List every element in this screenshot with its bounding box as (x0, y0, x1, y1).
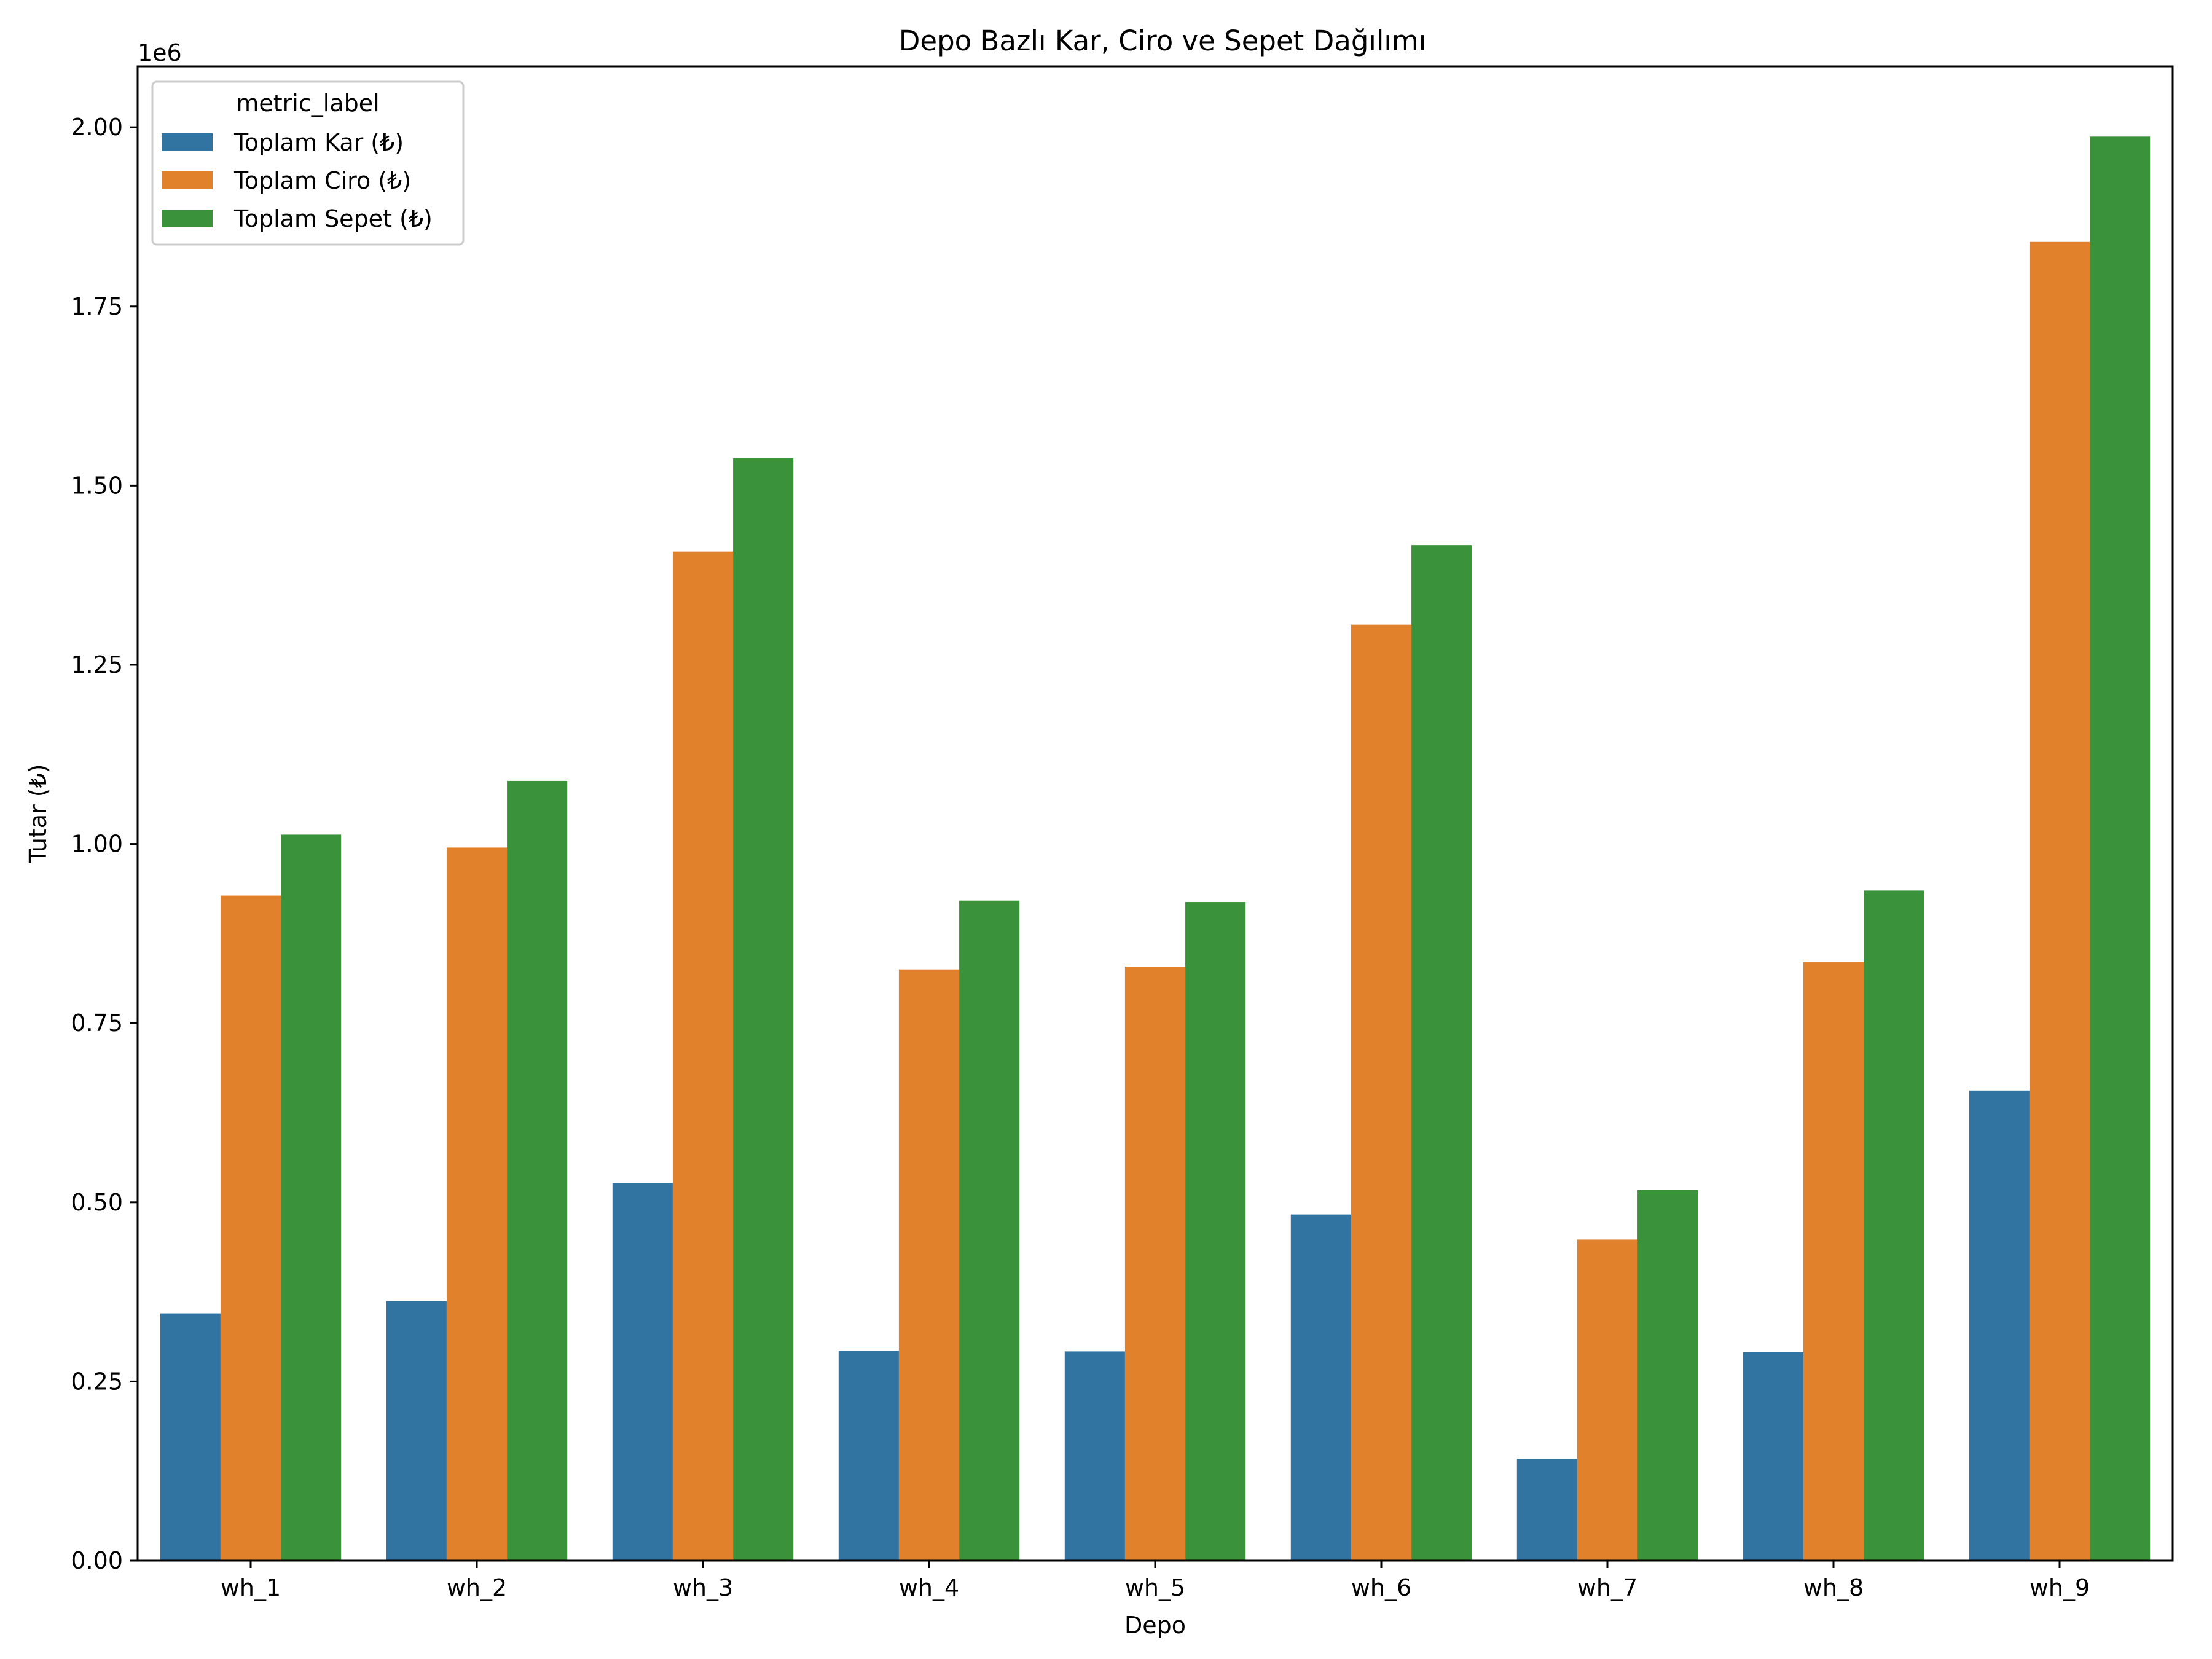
legend-item: Toplam Sepet (₺) (162, 205, 433, 232)
bar-wh_6-series-2 (1351, 624, 1412, 1561)
y-tick-label: 1.75 (71, 293, 123, 320)
plot-area-frame (136, 65, 2174, 1562)
x-tick-label: wh_3 (673, 1574, 733, 1601)
bars-layer (160, 136, 2151, 1561)
bar-wh_2-series-1 (386, 1301, 447, 1561)
x-axis: wh_1 wh_2 wh_3 wh_4 wh_5 wh_6 wh_7 wh_8 wh_9 (221, 1561, 2090, 1601)
y-tick-label: 0.25 (71, 1368, 123, 1395)
bar-wh_5-series-3 (1185, 902, 1246, 1561)
legend-frame (151, 80, 465, 246)
bar-wh_7-series-2 (1577, 1239, 1638, 1561)
bar-wh_4-series-3 (959, 900, 1020, 1561)
y-axis-label: Tutar (₺) (25, 764, 52, 863)
legend-item: Toplam Ciro (₺) (162, 167, 411, 194)
bar-wh_9-series-1 (1969, 1090, 2030, 1561)
bar-wh_1-series-2 (220, 895, 281, 1561)
x-tick-label: wh_6 (1351, 1574, 1411, 1601)
bar-wh_2-series-3 (507, 780, 568, 1561)
x-axis-label: Depo (1124, 1612, 1186, 1639)
bar-wh_9-series-3 (2090, 136, 2151, 1561)
bar-wh_3-series-2 (672, 551, 734, 1561)
bar-wh_1-series-3 (281, 834, 342, 1561)
y-axis-offset-label: 1e6 (138, 39, 182, 66)
bar-wh_6-series-1 (1290, 1214, 1351, 1561)
bar-wh_1-series-1 (160, 1313, 221, 1561)
legend-swatch (162, 133, 213, 151)
x-tick-label: wh_5 (1125, 1574, 1185, 1601)
legend-label: Toplam Kar (₺) (233, 129, 404, 156)
legend-item: Toplam Kar (₺) (162, 129, 404, 156)
legend: metric_label Toplam Kar (₺) Toplam Ciro … (151, 80, 465, 246)
y-tick-label: 1.00 (71, 831, 123, 858)
x-tick-label: wh_8 (1803, 1574, 1864, 1601)
y-tick-label: 0.00 (71, 1547, 123, 1574)
bar-wh_9-series-2 (2029, 241, 2090, 1561)
legend-swatch (162, 210, 213, 227)
y-tick-label: 1.25 (71, 651, 123, 678)
bar-wh_7-series-1 (1516, 1459, 1577, 1561)
bar-wh_4-series-1 (838, 1351, 899, 1561)
bar-wh_5-series-2 (1124, 967, 1186, 1561)
bar-wh_8-series-1 (1743, 1352, 1803, 1561)
x-tick-label: wh_4 (899, 1574, 959, 1601)
y-tick-label: 0.50 (71, 1189, 123, 1216)
bar-wh_3-series-1 (612, 1183, 673, 1561)
y-tick-label: 1.50 (71, 472, 123, 499)
bar-wh_8-series-3 (1864, 890, 1924, 1561)
bar-wh_8-series-2 (1803, 962, 1864, 1561)
bar-wh_4-series-2 (898, 969, 960, 1561)
legend-title: metric_label (236, 90, 379, 117)
bar-wh_6-series-3 (1411, 545, 1472, 1561)
y-axis: 0.00 0.25 0.50 0.75 1.00 1.25 1.50 1.75 2.00 (71, 114, 138, 1574)
bar-wh_3-series-3 (733, 458, 794, 1561)
y-tick-label: 0.75 (71, 1010, 123, 1037)
x-tick-label: wh_1 (221, 1574, 281, 1601)
y-tick-label: 2.00 (71, 114, 123, 141)
legend-swatch (162, 171, 213, 189)
x-tick-label: wh_7 (1577, 1574, 1637, 1601)
bar-wh_2-series-2 (446, 847, 508, 1561)
legend-label: Toplam Sepet (₺) (233, 205, 433, 232)
x-tick-label: wh_2 (447, 1574, 507, 1601)
chart-title: Depo Bazlı Kar, Ciro ve Sepet Dağılımı (899, 25, 1427, 57)
bar-wh_7-series-3 (1637, 1190, 1698, 1561)
bar-wh_5-series-1 (1064, 1351, 1125, 1561)
x-tick-label: wh_9 (2030, 1574, 2090, 1601)
legend-label: Toplam Ciro (₺) (233, 167, 411, 194)
